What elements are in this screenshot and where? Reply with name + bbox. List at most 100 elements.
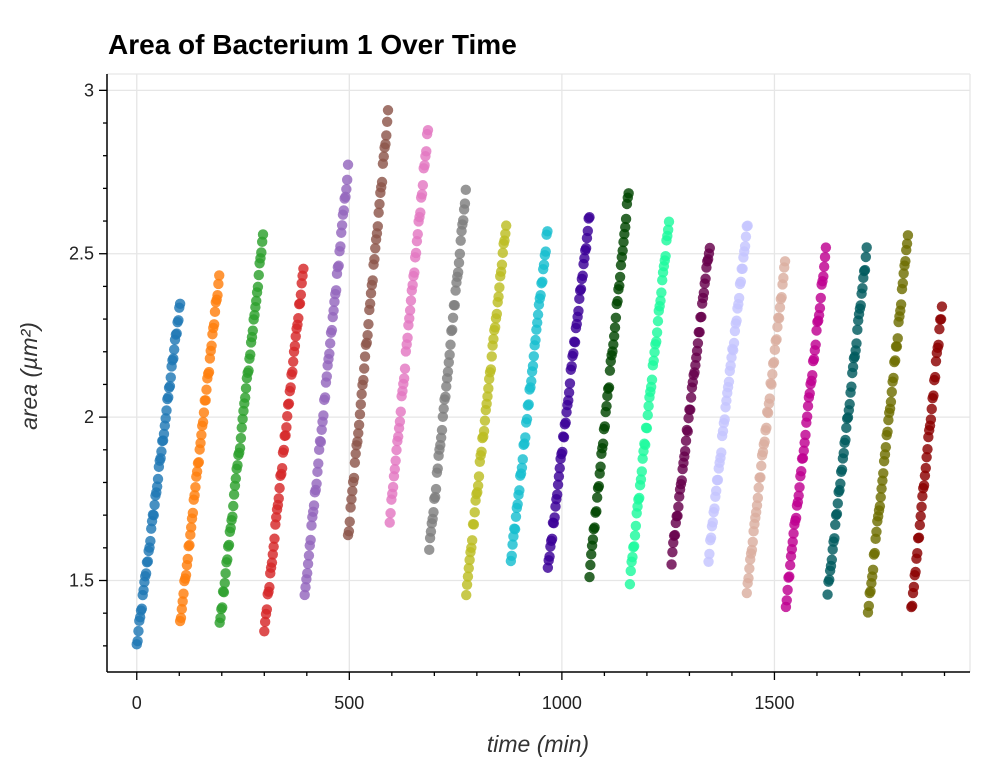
- data-point: [353, 428, 364, 439]
- data-point: [891, 341, 903, 352]
- data-point: [774, 302, 786, 313]
- data-point: [283, 398, 295, 409]
- data-point: [521, 413, 533, 425]
- data-point: [302, 567, 313, 579]
- y-tick-label: 1.5: [69, 571, 94, 591]
- data-point: [209, 306, 221, 318]
- data-point: [160, 413, 171, 424]
- data-point: [356, 388, 367, 400]
- data-point: [840, 434, 851, 446]
- data-point: [190, 482, 201, 493]
- data-point: [281, 422, 292, 433]
- data-point: [784, 560, 796, 571]
- data-point: [641, 422, 653, 434]
- data-point: [140, 568, 152, 579]
- data-point: [197, 416, 209, 428]
- data-point: [391, 444, 402, 456]
- data-point: [340, 191, 351, 203]
- data-point: [618, 236, 629, 248]
- data-point: [517, 454, 528, 465]
- x-tick-label: 0: [132, 693, 142, 713]
- data-point: [355, 399, 366, 410]
- data-point: [177, 596, 188, 607]
- data-point: [378, 151, 389, 162]
- data-point: [705, 532, 717, 543]
- data-point: [269, 533, 280, 544]
- data-point: [274, 482, 285, 494]
- data-point: [189, 490, 200, 501]
- data-point: [316, 424, 327, 435]
- data-point: [540, 246, 551, 257]
- data-point: [800, 429, 811, 441]
- y-axis-label: area (µm²): [16, 322, 42, 430]
- data-point: [739, 241, 751, 252]
- data-point: [808, 353, 820, 365]
- data-point: [336, 220, 348, 231]
- data-point: [682, 426, 693, 437]
- data-point: [876, 483, 887, 494]
- data-point: [651, 336, 662, 347]
- data-point: [685, 392, 697, 403]
- data-point: [133, 625, 144, 637]
- data-point: [296, 278, 307, 289]
- data-point: [382, 105, 394, 116]
- data-point: [182, 553, 193, 565]
- data-point: [882, 426, 893, 437]
- data-point: [591, 492, 603, 503]
- data-point: [461, 589, 472, 601]
- data-point: [620, 213, 632, 225]
- data-point: [560, 417, 571, 428]
- data-point: [797, 453, 809, 464]
- data-point: [142, 556, 154, 567]
- data-point: [313, 444, 325, 456]
- data-point: [831, 508, 843, 520]
- data-point: [627, 551, 638, 563]
- data-point: [407, 279, 418, 291]
- data-point: [781, 595, 792, 606]
- data-point: [921, 452, 932, 463]
- data-point: [259, 616, 271, 628]
- data-point: [176, 603, 188, 615]
- data-point: [196, 429, 207, 441]
- data-point: [558, 432, 570, 443]
- data-point: [506, 550, 517, 562]
- data-point: [801, 411, 813, 422]
- data-point: [811, 325, 822, 336]
- data-point: [268, 541, 279, 552]
- data-point: [922, 443, 933, 455]
- data-point: [180, 569, 192, 581]
- data-point: [228, 489, 240, 500]
- data-point: [691, 345, 703, 357]
- data-point: [404, 313, 415, 324]
- data-point: [267, 549, 278, 560]
- data-point: [885, 396, 897, 408]
- y-tick-label: 2: [84, 407, 94, 427]
- data-point: [243, 365, 254, 376]
- data-point: [289, 340, 301, 352]
- data-point: [603, 382, 615, 393]
- data-point: [863, 600, 875, 612]
- data-point: [914, 519, 926, 531]
- data-point: [425, 526, 437, 537]
- data-point: [302, 558, 314, 570]
- data-point: [649, 347, 660, 358]
- data-point: [328, 305, 339, 316]
- data-point: [755, 472, 766, 483]
- data-point: [537, 276, 548, 288]
- data-point: [358, 374, 369, 386]
- data-point: [464, 554, 475, 566]
- data-point: [287, 366, 298, 378]
- data-point: [824, 574, 835, 585]
- data-point: [573, 305, 584, 317]
- data-point: [311, 478, 322, 490]
- data-point: [542, 226, 553, 237]
- data-point: [132, 635, 143, 647]
- data-point: [453, 257, 465, 269]
- data-point: [237, 413, 248, 425]
- data-point: [593, 480, 605, 492]
- data-point: [374, 198, 385, 210]
- data-point: [463, 562, 474, 574]
- data-point: [916, 501, 927, 513]
- data-point: [444, 349, 455, 361]
